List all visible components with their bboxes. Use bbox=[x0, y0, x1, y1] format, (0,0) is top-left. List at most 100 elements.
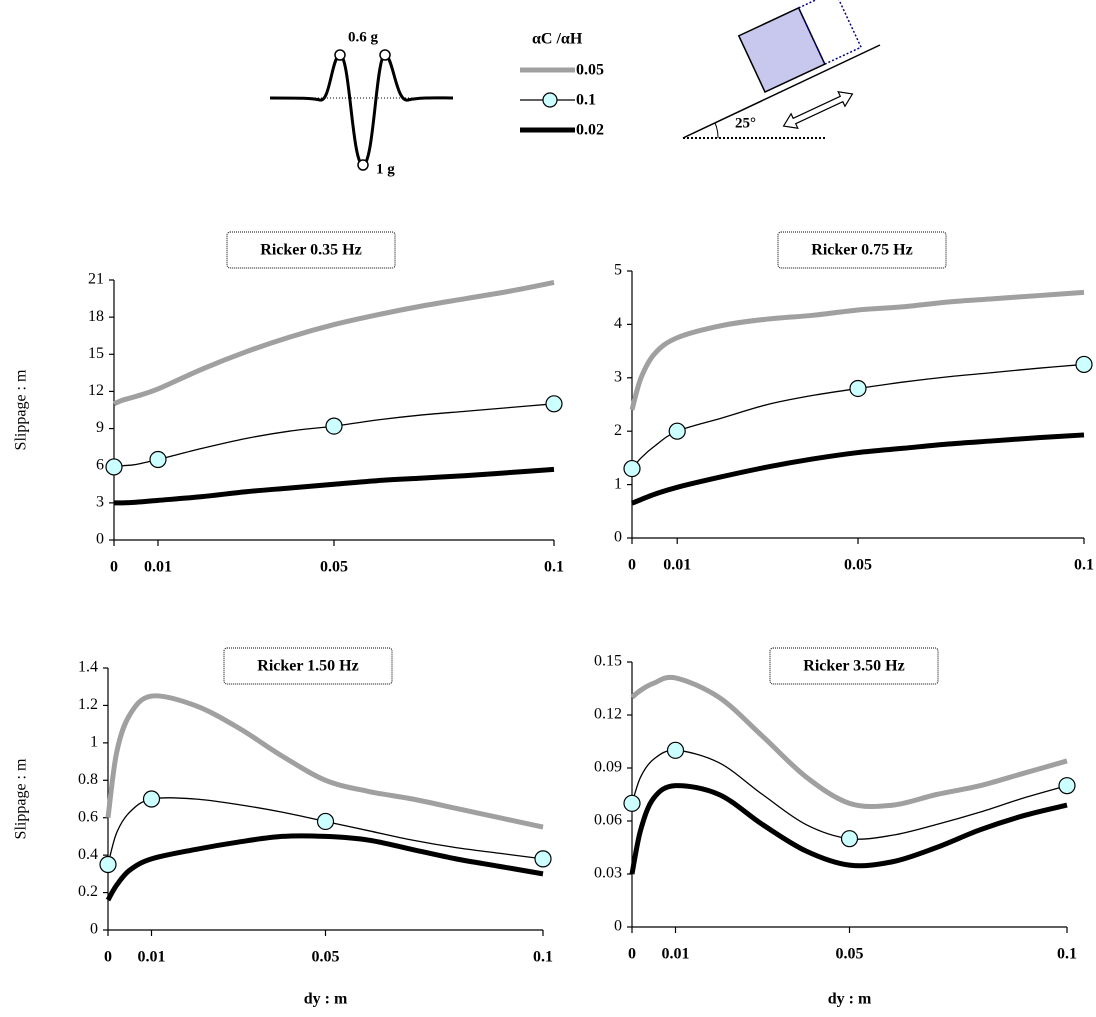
slope-diagram: 25° bbox=[682, 0, 881, 139]
y-tick-label: 0.4 bbox=[78, 846, 98, 863]
y-tick-label: 2 bbox=[614, 422, 622, 439]
marker bbox=[666, 741, 685, 759]
y-tick-label: 0.6 bbox=[78, 808, 98, 825]
y-tick-label: 0 bbox=[96, 531, 104, 548]
chart: 0 3 6 9 12 15 18 21 0 0.01 0.05 0.1 Ricker 0.35 Hz Sl… bbox=[13, 231, 564, 576]
marker bbox=[325, 417, 343, 435]
x-axis-label: dy : m bbox=[304, 991, 348, 1008]
y-tick-label: 4 bbox=[614, 315, 622, 332]
series-line bbox=[629, 783, 1068, 875]
title-box bbox=[223, 647, 393, 685]
angle-label: 25° bbox=[735, 115, 756, 131]
x-tick-label: 0 bbox=[628, 557, 636, 574]
chart-title: Ricker 3.50 Hz bbox=[803, 658, 904, 675]
arrow bbox=[782, 90, 854, 130]
marker bbox=[668, 422, 686, 440]
y-tick-label: 1.2 bbox=[78, 696, 98, 713]
series-line bbox=[630, 674, 1068, 810]
x-tick-label: 0.1 bbox=[1057, 946, 1077, 963]
series-line bbox=[105, 693, 544, 830]
y-axis-label: Slippage : m bbox=[13, 758, 30, 839]
legend-label: 0.1 bbox=[576, 92, 596, 109]
series-line bbox=[631, 749, 1068, 840]
block bbox=[737, 0, 863, 93]
marker bbox=[142, 790, 161, 808]
slope-line bbox=[682, 44, 881, 139]
x-tick-label: 0.01 bbox=[144, 559, 172, 576]
chart: 0 1 2 3 4 5 0 0.01 0.05 0.1 Ricker 0.75 Hz bbox=[614, 231, 1094, 574]
wavelet-diagram: 0.6 g 1 g bbox=[269, 29, 454, 177]
chart-title: Ricker 1.50 Hz bbox=[257, 658, 358, 675]
y-tick-label: 0.12 bbox=[594, 706, 622, 723]
wavelet-label: 0.6 g bbox=[348, 29, 379, 45]
x-tick-label: 0.05 bbox=[836, 946, 864, 963]
y-tick-label: 9 bbox=[96, 419, 104, 436]
marker bbox=[840, 830, 859, 848]
double-arrow bbox=[782, 90, 854, 130]
y-tick-label: 0.8 bbox=[78, 771, 98, 788]
series-line bbox=[107, 797, 544, 865]
marker bbox=[1058, 777, 1076, 795]
marker bbox=[623, 459, 641, 478]
marker bbox=[316, 812, 335, 831]
marker bbox=[534, 850, 552, 868]
x-tick-label: 0 bbox=[110, 559, 118, 576]
y-tick-label: 1 bbox=[614, 475, 622, 492]
wavelet-point bbox=[334, 49, 346, 61]
series-line bbox=[629, 289, 1085, 411]
legend-label: 0.02 bbox=[576, 122, 604, 139]
x-tick-label: 0.05 bbox=[320, 559, 348, 576]
marker bbox=[99, 855, 117, 874]
chart: 0 0.2 0.4 0.6 0.8 1 1.2 1.4 0 0.01 0.05 0.1 Ricker 1… bbox=[13, 647, 553, 1008]
x-tick-label: 0.1 bbox=[544, 559, 564, 576]
marker bbox=[149, 450, 167, 469]
y-tick-label: 12 bbox=[88, 382, 104, 399]
title-box bbox=[777, 231, 947, 269]
y-tick-label: 3 bbox=[96, 494, 104, 511]
y-tick-label: 18 bbox=[88, 308, 104, 325]
legend-marker bbox=[542, 92, 558, 108]
marker bbox=[545, 395, 563, 413]
y-tick-label: 0.2 bbox=[78, 883, 98, 900]
y-tick-label: 3 bbox=[614, 368, 622, 385]
chart: 0 0.03 0.06 0.09 0.12 0.15 0 0.01 0.05 0.1 Ricker … bbox=[594, 647, 1077, 1008]
x-tick-label: 0.01 bbox=[138, 949, 166, 966]
series-line bbox=[631, 363, 1085, 469]
y-tick-label: 1.4 bbox=[78, 659, 98, 676]
marker bbox=[849, 379, 867, 398]
title-box bbox=[769, 647, 939, 685]
marker bbox=[623, 794, 641, 812]
legend-title: αC /αH bbox=[532, 31, 583, 48]
y-axis-label: Slippage : m bbox=[13, 369, 30, 450]
x-tick-label: 0.1 bbox=[1074, 557, 1094, 574]
wavelet-point bbox=[357, 159, 369, 171]
wavelet-curve bbox=[269, 53, 454, 167]
chart-title: Ricker 0.35 Hz bbox=[260, 242, 361, 259]
x-tick-label: 0.1 bbox=[533, 949, 553, 966]
y-tick-label: 0.03 bbox=[594, 865, 622, 882]
chart-title: Ricker 0.75 Hz bbox=[811, 242, 912, 259]
series-line bbox=[631, 432, 1085, 506]
series-line bbox=[113, 403, 555, 468]
y-tick-label: 15 bbox=[88, 345, 104, 362]
series-line bbox=[113, 466, 555, 506]
block-body bbox=[737, 6, 826, 93]
y-tick-label: 0 bbox=[90, 921, 98, 938]
y-tick-label: 0 bbox=[614, 529, 622, 546]
series-line bbox=[112, 280, 555, 407]
title-box bbox=[226, 231, 396, 269]
y-tick-label: 0.15 bbox=[594, 653, 622, 670]
x-tick-label: 0.01 bbox=[663, 557, 691, 574]
y-tick-label: 0.06 bbox=[594, 812, 622, 829]
y-tick-label: 0 bbox=[614, 918, 622, 935]
x-tick-label: 0.05 bbox=[312, 949, 340, 966]
y-tick-label: 0.09 bbox=[594, 759, 622, 776]
legend-label: 0.05 bbox=[576, 62, 604, 79]
legend: αC /αH 0.05 0.1 0.02 bbox=[520, 31, 604, 139]
y-tick-label: 6 bbox=[96, 456, 104, 473]
series-line bbox=[105, 833, 544, 902]
y-tick-label: 5 bbox=[614, 262, 622, 279]
marker bbox=[1075, 355, 1093, 374]
x-tick-label: 0.05 bbox=[844, 557, 872, 574]
